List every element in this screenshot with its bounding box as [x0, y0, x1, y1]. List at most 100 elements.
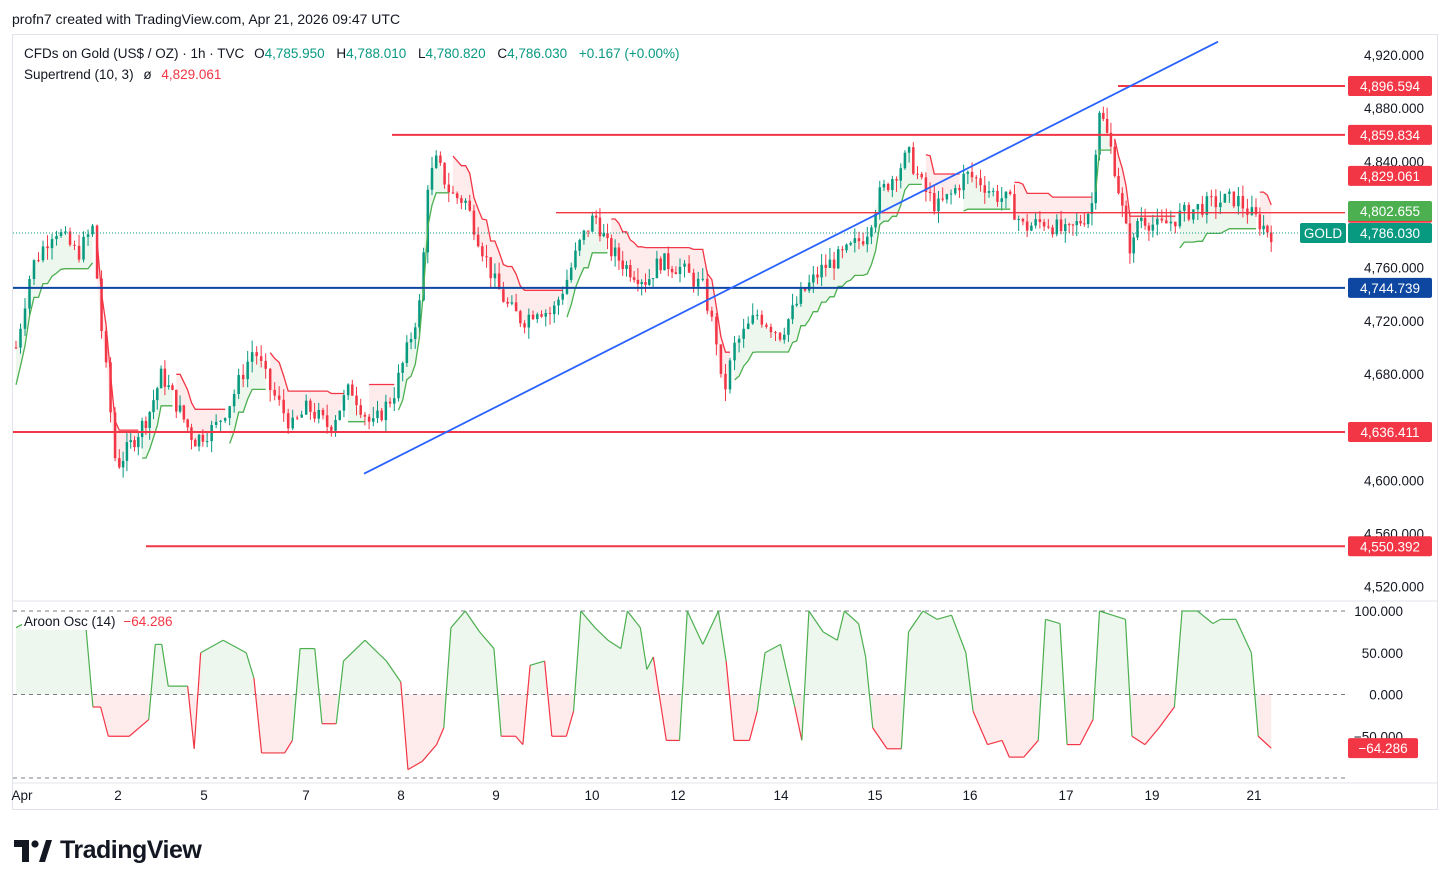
candle-body: [975, 177, 978, 179]
candle-body: [64, 231, 67, 233]
close-label: C: [497, 46, 508, 61]
candle-body: [632, 277, 636, 280]
aroon-line-segment: [594, 627, 609, 641]
aroon-fill: [1158, 694, 1175, 728]
candle-body: [941, 198, 944, 200]
aroon-line-segment: [544, 661, 553, 737]
time-tick-label: 7: [302, 788, 310, 803]
candle-body: [778, 332, 782, 340]
aroon-fill: [844, 611, 859, 695]
aroon-fill: [607, 640, 621, 695]
candle-body: [133, 440, 136, 448]
candle-body: [1124, 205, 1128, 224]
candle-body: [1147, 225, 1151, 231]
candle-body: [861, 241, 865, 245]
price-badges-layer: 4,896.5944,859.8344,801.3234,744.7394,63…: [1300, 76, 1432, 557]
candle-body: [1042, 222, 1046, 227]
candle-body: [397, 372, 400, 399]
supertrend-down-line: [1114, 138, 1176, 217]
supertrend-up-line: [963, 208, 1011, 212]
aroon-legend[interactable]: Aroon Osc (14) −64.286: [22, 613, 175, 630]
supertrend-legend[interactable]: Supertrend (10, 3) ø 4,829.061: [24, 67, 221, 82]
candle-body: [933, 193, 936, 212]
supertrend-down-line: [176, 373, 226, 410]
candle-body: [1228, 191, 1231, 194]
candle-body: [958, 188, 961, 191]
candle-body: [95, 225, 99, 279]
aroon-line-segment: [84, 619, 94, 708]
candle-body: [194, 439, 197, 447]
candle-body: [1121, 193, 1124, 206]
candle-body: [376, 410, 379, 419]
aroon-fill: [1045, 619, 1060, 695]
aroon-fill: [764, 644, 781, 695]
price-badge: [1348, 200, 1432, 221]
aroon-line-segment: [865, 656, 874, 728]
aroon-line-segment: [987, 739, 1003, 746]
aroon-fill: [594, 627, 608, 695]
aroon-fill: [261, 694, 285, 753]
candle-body: [55, 235, 58, 240]
candle-body: [434, 155, 438, 168]
level-badge-label: 4,896.594: [1360, 79, 1421, 94]
supertrend-fill-layer: [16, 112, 1272, 468]
price-tick-label: 4,760.000: [1364, 261, 1424, 276]
aroon-label: Aroon Osc (14): [24, 614, 116, 629]
tradingview-logo[interactable]: TradingView: [14, 836, 202, 865]
candle-body: [791, 305, 794, 320]
candle-body: [540, 314, 543, 317]
symbol-legend[interactable]: CFDs on Gold (US$ / OZ) · 1h · TVC O4,78…: [24, 46, 688, 61]
candle-body: [696, 278, 700, 287]
candle-body: [1151, 224, 1155, 231]
candle-body: [472, 210, 476, 235]
candle-body: [602, 233, 605, 237]
aroon-tick-label: 50.000: [1362, 646, 1403, 661]
candle-body: [544, 313, 548, 317]
aroon-line-segment: [450, 610, 466, 629]
candle-body: [1117, 176, 1120, 194]
candle-body: [277, 395, 281, 400]
candle-body: [1258, 214, 1262, 230]
candle-body: [828, 259, 832, 268]
aroon-line-segment: [291, 648, 301, 741]
aroon-line-segment: [836, 610, 845, 641]
candle-body: [606, 233, 609, 239]
candle-body: [32, 260, 36, 280]
candle-body: [1192, 209, 1195, 220]
candle-body: [1021, 218, 1025, 222]
candle-body: [841, 249, 844, 251]
price-tick-label: 4,720.000: [1364, 314, 1424, 329]
candle-body: [799, 288, 803, 304]
candle-body: [430, 167, 434, 190]
aroon-line-segment: [148, 644, 156, 720]
candle-body: [655, 258, 659, 279]
aroon-line-segment: [678, 610, 688, 741]
candle-body: [907, 147, 911, 153]
aroon-line-segment: [764, 643, 781, 654]
candle-body: [91, 225, 94, 235]
aroon-fill: [386, 661, 401, 695]
aroon-fill: [733, 694, 750, 741]
candle-body: [286, 413, 290, 429]
supertrend-fill: [348, 384, 365, 422]
aroon-fill: [837, 611, 845, 695]
candle-body: [510, 302, 514, 304]
aroon-line-segment: [565, 711, 575, 737]
supertrend-fill: [925, 154, 960, 212]
candle-body: [273, 389, 276, 396]
candle-body: [228, 406, 231, 419]
candle-body: [891, 179, 894, 191]
time-tick-label: 19: [1144, 788, 1159, 803]
aroon-fill: [823, 631, 838, 695]
supertrend-up-line: [566, 252, 608, 318]
candle-body: [774, 332, 777, 334]
candle-body: [1254, 207, 1258, 215]
aroon-line-segment: [639, 627, 648, 670]
candle-body: [625, 265, 628, 270]
candle-body: [1237, 196, 1240, 207]
candle-body: [186, 419, 189, 428]
aroon-line-segment: [335, 661, 345, 724]
candle-body: [783, 334, 786, 340]
candle-body: [578, 239, 581, 251]
